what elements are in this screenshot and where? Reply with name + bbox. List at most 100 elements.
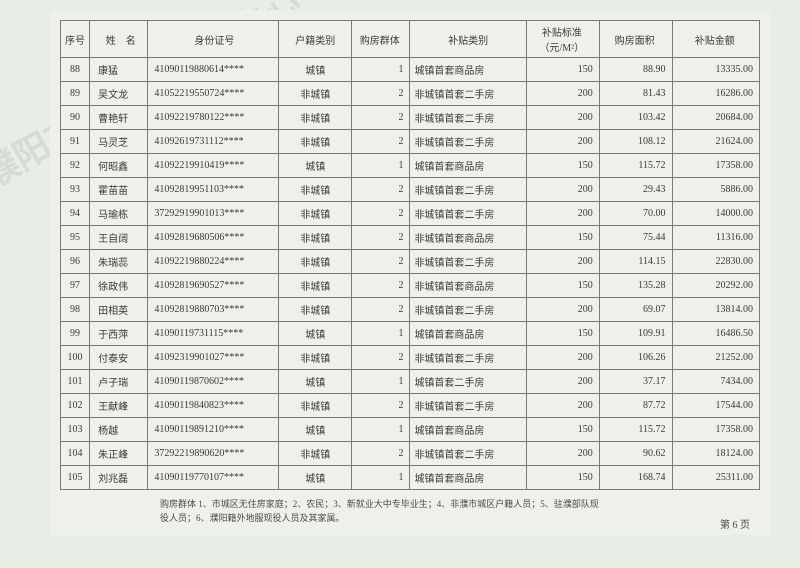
table-header-row: 序号 姓 名 身份证号 户籍类别 购房群体 补贴类别 补贴标准（元/M²） 购房… [61,21,760,58]
cell-amt: 11316.00 [672,226,759,250]
cell-amt: 16286.00 [672,82,759,106]
cell-seq: 95 [61,226,90,250]
cell-hukou: 非城镇 [279,106,352,130]
cell-hukou: 城镇 [279,154,352,178]
cell-std: 200 [526,178,599,202]
cell-subtype: 城镇首套商品房 [410,418,527,442]
header-hukou: 户籍类别 [279,21,352,58]
cell-subtype: 非城镇首套二手房 [410,250,527,274]
cell-amt: 16486.50 [672,322,759,346]
cell-id: 41092219780122**** [148,106,279,130]
cell-hukou: 非城镇 [279,130,352,154]
cell-subtype: 非城镇首套二手房 [410,202,527,226]
cell-subtype: 非城镇首套商品房 [410,226,527,250]
cell-std: 150 [526,274,599,298]
cell-amt: 18124.00 [672,442,759,466]
table-row: 103杨越41090119891210****城镇1城镇首套商品房150115.… [61,418,760,442]
cell-seq: 90 [61,106,90,130]
cell-group: 2 [352,298,410,322]
cell-id: 41092819880703**** [148,298,279,322]
header-id: 身份证号 [148,21,279,58]
cell-hukou: 城镇 [279,322,352,346]
table-row: 89吴文龙41052219550724****非城镇2非城镇首套二手房20081… [61,82,760,106]
cell-seq: 93 [61,178,90,202]
cell-area: 87.72 [599,394,672,418]
header-area: 购房面积 [599,21,672,58]
cell-amt: 7434.00 [672,370,759,394]
cell-area: 88.90 [599,58,672,82]
header-subtype: 补贴类别 [410,21,527,58]
cell-std: 150 [526,226,599,250]
cell-seq: 103 [61,418,90,442]
cell-area: 37.17 [599,370,672,394]
cell-subtype: 城镇首套商品房 [410,322,527,346]
cell-std: 200 [526,298,599,322]
cell-name: 刘兆磊 [90,466,148,490]
cell-name: 田相英 [90,298,148,322]
header-seq: 序号 [61,21,90,58]
table-row: 102王献峰41090119840823****非城镇2非城镇首套二手房2008… [61,394,760,418]
cell-group: 1 [352,370,410,394]
cell-seq: 102 [61,394,90,418]
cell-group: 2 [352,346,410,370]
cell-amt: 25311.00 [672,466,759,490]
cell-name: 康猛 [90,58,148,82]
cell-amt: 14000.00 [672,202,759,226]
cell-id: 41052219550724**** [148,82,279,106]
cell-amt: 21624.00 [672,130,759,154]
cell-area: 81.43 [599,82,672,106]
cell-hukou: 非城镇 [279,442,352,466]
cell-subtype: 非城镇首套二手房 [410,394,527,418]
cell-area: 29.43 [599,178,672,202]
cell-id: 41090119731115**** [148,322,279,346]
cell-subtype: 非城镇首套二手房 [410,82,527,106]
cell-hukou: 非城镇 [279,394,352,418]
cell-hukou: 非城镇 [279,346,352,370]
cell-std: 150 [526,154,599,178]
cell-group: 2 [352,82,410,106]
cell-hukou: 城镇 [279,418,352,442]
table-row: 96朱瑞蕊41092219880224****非城镇2非城镇首套二手房20011… [61,250,760,274]
cell-std: 150 [526,466,599,490]
cell-name: 何昭鑫 [90,154,148,178]
table-row: 99于西萍41090119731115****城镇1城镇首套商品房150109.… [61,322,760,346]
cell-hukou: 非城镇 [279,250,352,274]
cell-group: 2 [352,274,410,298]
cell-hukou: 城镇 [279,370,352,394]
cell-group: 2 [352,250,410,274]
cell-seq: 89 [61,82,90,106]
cell-group: 2 [352,394,410,418]
cell-subtype: 非城镇首套二手房 [410,298,527,322]
table-row: 100付泰安41092319901027****非城镇2非城镇首套二手房2001… [61,346,760,370]
cell-id: 41090119880614**** [148,58,279,82]
header-name: 姓 名 [90,21,148,58]
cell-area: 69.07 [599,298,672,322]
table-row: 88康猛41090119880614****城镇1城镇首套商品房15088.90… [61,58,760,82]
cell-subtype: 非城镇首套二手房 [410,130,527,154]
cell-group: 2 [352,130,410,154]
cell-seq: 92 [61,154,90,178]
cell-amt: 21252.00 [672,346,759,370]
table-row: 90曹艳轩41092219780122****非城镇2非城镇首套二手房20010… [61,106,760,130]
footnote-line2: 役人员；6、濮阳籍外地服现役人员及其家属。 [160,512,760,526]
cell-std: 200 [526,442,599,466]
cell-std: 200 [526,370,599,394]
cell-name: 朱瑞蕊 [90,250,148,274]
cell-id: 41092819680506**** [148,226,279,250]
cell-std: 200 [526,82,599,106]
cell-std: 200 [526,346,599,370]
cell-name: 于西萍 [90,322,148,346]
page-number: 第 6 页 [720,516,750,531]
cell-subtype: 非城镇首套二手房 [410,178,527,202]
cell-name: 徐政伟 [90,274,148,298]
header-std: 补贴标准（元/M²） [526,21,599,58]
cell-subtype: 城镇首套商品房 [410,466,527,490]
cell-amt: 20292.00 [672,274,759,298]
cell-hukou: 非城镇 [279,202,352,226]
cell-name: 王自阔 [90,226,148,250]
cell-name: 霍苗苗 [90,178,148,202]
table-row: 101卢子瑞41090119870602****城镇1城镇首套二手房20037.… [61,370,760,394]
cell-seq: 98 [61,298,90,322]
cell-std: 150 [526,418,599,442]
cell-amt: 5886.00 [672,178,759,202]
